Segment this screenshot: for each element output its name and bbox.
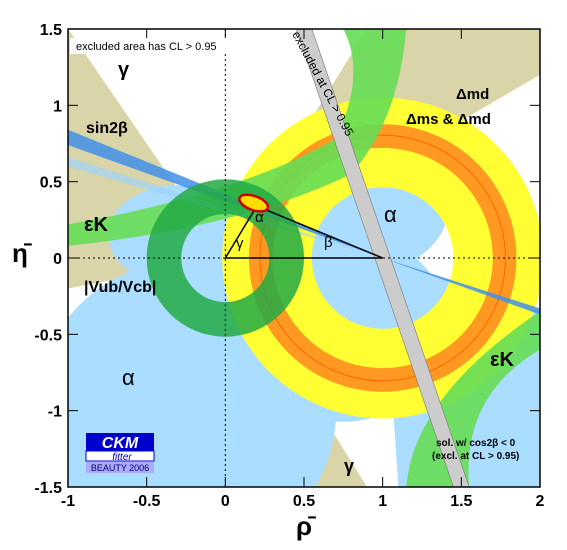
excluded-note: excluded area has CL > 0.95 (76, 41, 217, 53)
triangle-gamma-label: γ (236, 235, 244, 252)
logo-title: CKM (102, 435, 139, 452)
gamma-label-top: γ (118, 59, 130, 81)
unitarity-triangle (224, 205, 383, 259)
excluded-note-box (70, 38, 230, 54)
y-tick-label: 1 (53, 98, 62, 115)
x-axis-label: ρ̄ (296, 511, 316, 541)
cos-note-line1: sol. w/ cos2β < 0 (436, 438, 516, 449)
y-tick-label: 0.5 (40, 175, 62, 192)
logo-subtitle: fitter (112, 452, 132, 463)
vub-label: |Vub/Vcb| (84, 279, 156, 296)
logo-tag: BEAUTY 2006 (91, 463, 149, 473)
triangle-beta-label: β (324, 234, 333, 251)
y-tick-label: 0 (53, 251, 62, 268)
dmd-label: Δmd (456, 86, 489, 103)
vub-ring (146, 179, 304, 337)
y-tick-label: -1 (48, 404, 62, 421)
sin2beta-band (68, 129, 540, 315)
x-tick-label: -0.5 (133, 493, 161, 510)
x-tick-label: 1.5 (450, 493, 472, 510)
epsk-label-left: εK (84, 214, 108, 236)
sin2beta-band (68, 157, 383, 258)
y-axis-label: η̄ (12, 238, 32, 268)
axis-ticks: -1 -0.5 0 0.5 1 1.5 2-1.5-1-0.500.511.5 (34, 22, 544, 510)
cos-note-line2: (excl. at CL > 0.95) (432, 451, 519, 462)
x-tick-label: 1 (378, 493, 387, 510)
y-tick-label: 1.5 (40, 22, 62, 39)
sin2beta-label: sin2β (86, 120, 128, 137)
triangle-alpha-label: α (255, 209, 264, 226)
x-tick-label: 2 (536, 493, 545, 510)
ckmfitter-logo: CKM fitter BEAUTY 2006 (85, 433, 155, 473)
alpha-label-left: α (122, 365, 135, 390)
x-tick-label: 0 (221, 493, 230, 510)
y-tick-label: -0.5 (34, 327, 62, 344)
x-tick-label: 0.5 (293, 493, 315, 510)
dms-dmd-label: Δms & Δmd (406, 111, 491, 128)
apex-region (238, 193, 270, 213)
x-tick-label: -1 (61, 493, 75, 510)
gamma-label-bottom: γ (344, 456, 354, 476)
epsk-label-right: εK (490, 349, 514, 371)
alpha-label-right: α (384, 202, 397, 227)
y-tick-label: -1.5 (34, 480, 62, 497)
